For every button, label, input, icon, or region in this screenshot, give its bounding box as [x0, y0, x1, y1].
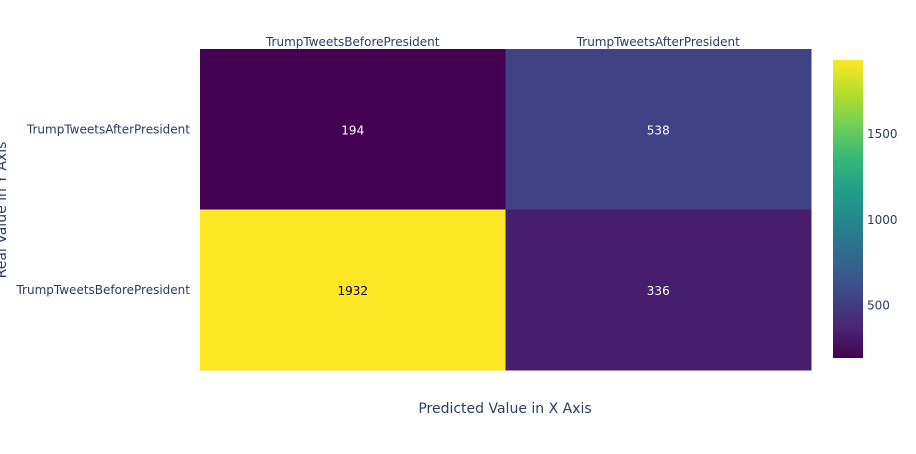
heatmap-cell-label: 538	[647, 123, 670, 137]
x-axis-tick-labels: TrumpTweetsBeforePresident TrumpTweetsAft…	[265, 35, 740, 49]
heatmap-cell-labels: 194 538 1932 336	[337, 123, 669, 298]
x-axis-tick-label: TrumpTweetsBeforePresident	[265, 35, 440, 49]
heatmap-cell-label: 336	[647, 284, 670, 298]
y-axis-tick-labels: TrumpTweetsAfterPresident TrumpTweetsBefo…	[15, 122, 190, 297]
x-axis-tick-label: TrumpTweetsAfterPresident	[576, 35, 740, 49]
heatmap-cell	[505, 209, 812, 371]
colorbar-tick-label: 500	[867, 299, 890, 313]
colorbar-tick-label: 1000	[867, 213, 898, 227]
heatmap-cells	[200, 49, 812, 371]
heatmap-cell	[505, 49, 812, 210]
heatmap-cell	[200, 49, 506, 210]
y-axis-tick-label: TrumpTweetsAfterPresident	[26, 122, 190, 136]
heatmap-cell-label: 194	[341, 123, 364, 137]
heatmap-cell-label: 1932	[337, 284, 368, 298]
colorbar-tick-label: 1500	[867, 127, 898, 141]
colorbar-tick-labels: 500 1000 1500	[867, 127, 898, 312]
y-axis-tick-label: TrumpTweetsBeforePresident	[15, 283, 190, 297]
x-axis-title: Predicted Value in X Axis	[418, 401, 591, 417]
y-axis-title: Real Value in Y Axis	[0, 142, 10, 279]
heatmap-cell	[200, 209, 506, 371]
colorbar	[833, 60, 863, 358]
